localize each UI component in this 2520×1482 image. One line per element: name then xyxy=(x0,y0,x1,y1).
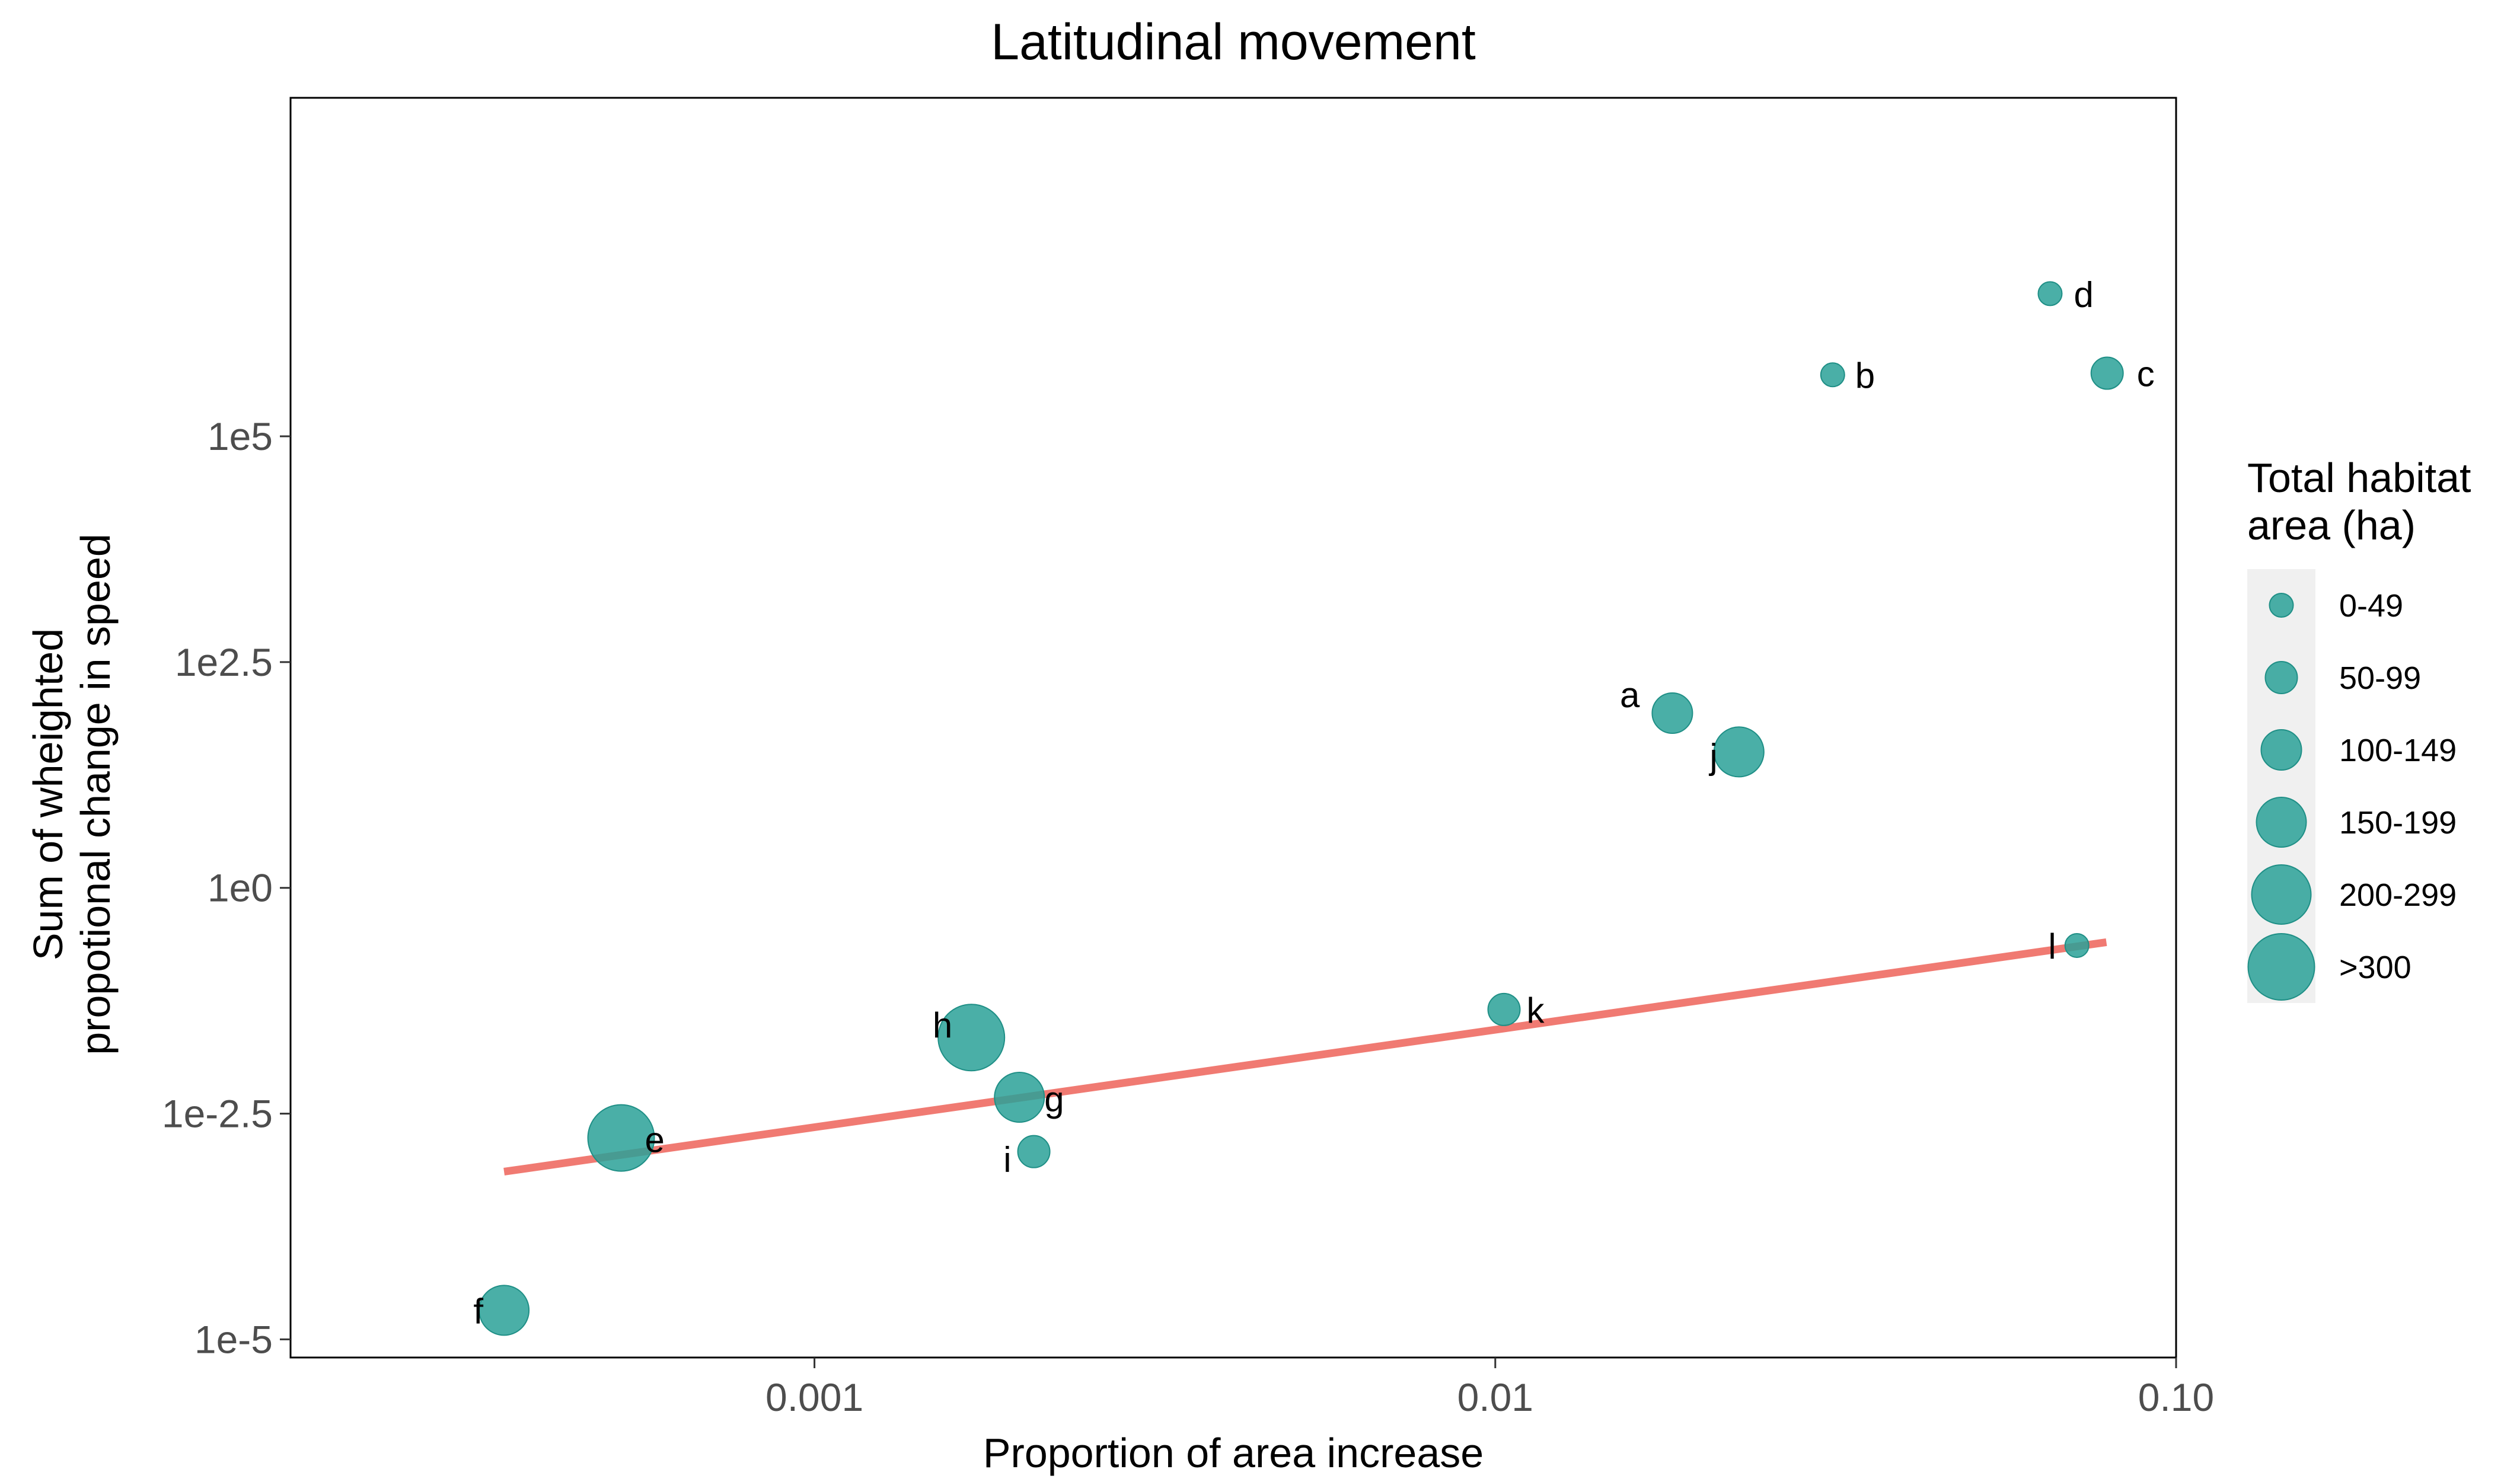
point-label-j: j xyxy=(1708,736,1717,776)
legend-key xyxy=(2247,933,2315,1001)
point-label-k: k xyxy=(1527,991,1545,1030)
x-tick-label: 0.10 xyxy=(2138,1375,2214,1419)
y-axis-title-line-2: propotional change in speed xyxy=(72,534,119,1055)
data-point-i xyxy=(1017,1135,1051,1168)
legend-label: 100-149 xyxy=(2339,733,2457,768)
legend-label: >300 xyxy=(2339,950,2411,985)
chart-title: Latitudinal movement xyxy=(991,14,1476,71)
x-axis-title: Proportion of area increase xyxy=(983,1430,1484,1476)
legend-key xyxy=(2264,661,2298,694)
point-label-f: f xyxy=(473,1291,483,1331)
legend-label: 150-199 xyxy=(2339,805,2457,841)
legend-label: 50-99 xyxy=(2339,660,2421,696)
legend-key xyxy=(2260,729,2302,771)
point-label-l: l xyxy=(2048,927,2056,966)
point-label-d: d xyxy=(2074,274,2093,314)
data-point-f xyxy=(479,1285,530,1336)
legend-title-line-2: area (ha) xyxy=(2247,502,2416,548)
point-label-e: e xyxy=(645,1120,665,1160)
y-tick-label: 1e0 xyxy=(208,866,273,910)
data-point-d xyxy=(2037,281,2063,306)
legend-key xyxy=(2269,593,2294,618)
data-point-h xyxy=(937,1004,1006,1072)
data-point-g xyxy=(994,1071,1045,1123)
y-axis-title-line-1: Sum of wheighted xyxy=(25,628,71,960)
y-tick-label: 1e5 xyxy=(208,414,273,458)
x-tick-label: 0.001 xyxy=(765,1375,863,1419)
plot-border xyxy=(289,97,2177,1359)
data-point-b xyxy=(1820,362,1845,388)
data-point-e xyxy=(587,1104,655,1172)
legend-key-background xyxy=(2247,569,2315,1003)
point-label-i: i xyxy=(1003,1140,1011,1180)
data-point-l xyxy=(2064,932,2090,958)
point-label-c: c xyxy=(2137,354,2155,394)
data-point-a xyxy=(1651,692,1693,734)
legend: Total habitat area (ha) 0-49 50-99 100-149… xyxy=(2247,455,2471,1003)
legend-key xyxy=(2251,864,2312,925)
plot-area: 1e-5 1e-2.5 1e0 1e2.5 1e5 0.001 0.01 0.10 a b c d e f… xyxy=(162,97,2214,1419)
y-tick-label: 1e-5 xyxy=(194,1317,273,1361)
point-label-a: a xyxy=(1620,675,1640,715)
data-point-j xyxy=(1713,726,1765,778)
data-point-k xyxy=(1487,992,1521,1026)
x-tick-label: 0.01 xyxy=(1457,1375,1533,1419)
data-point-c xyxy=(2090,356,2124,390)
legend-key xyxy=(2256,797,2307,848)
y-tick-label: 1e-2.5 xyxy=(162,1092,273,1136)
point-label-b: b xyxy=(1855,356,1875,395)
trend-line xyxy=(503,938,2107,1176)
legend-label: 0-49 xyxy=(2339,588,2403,624)
point-label-g: g xyxy=(1044,1079,1064,1119)
legend-title-line-1: Total habitat xyxy=(2247,455,2471,501)
y-tick-label: 1e2.5 xyxy=(175,640,273,684)
legend-label: 200-299 xyxy=(2339,877,2457,913)
point-label-h: h xyxy=(933,1005,952,1045)
